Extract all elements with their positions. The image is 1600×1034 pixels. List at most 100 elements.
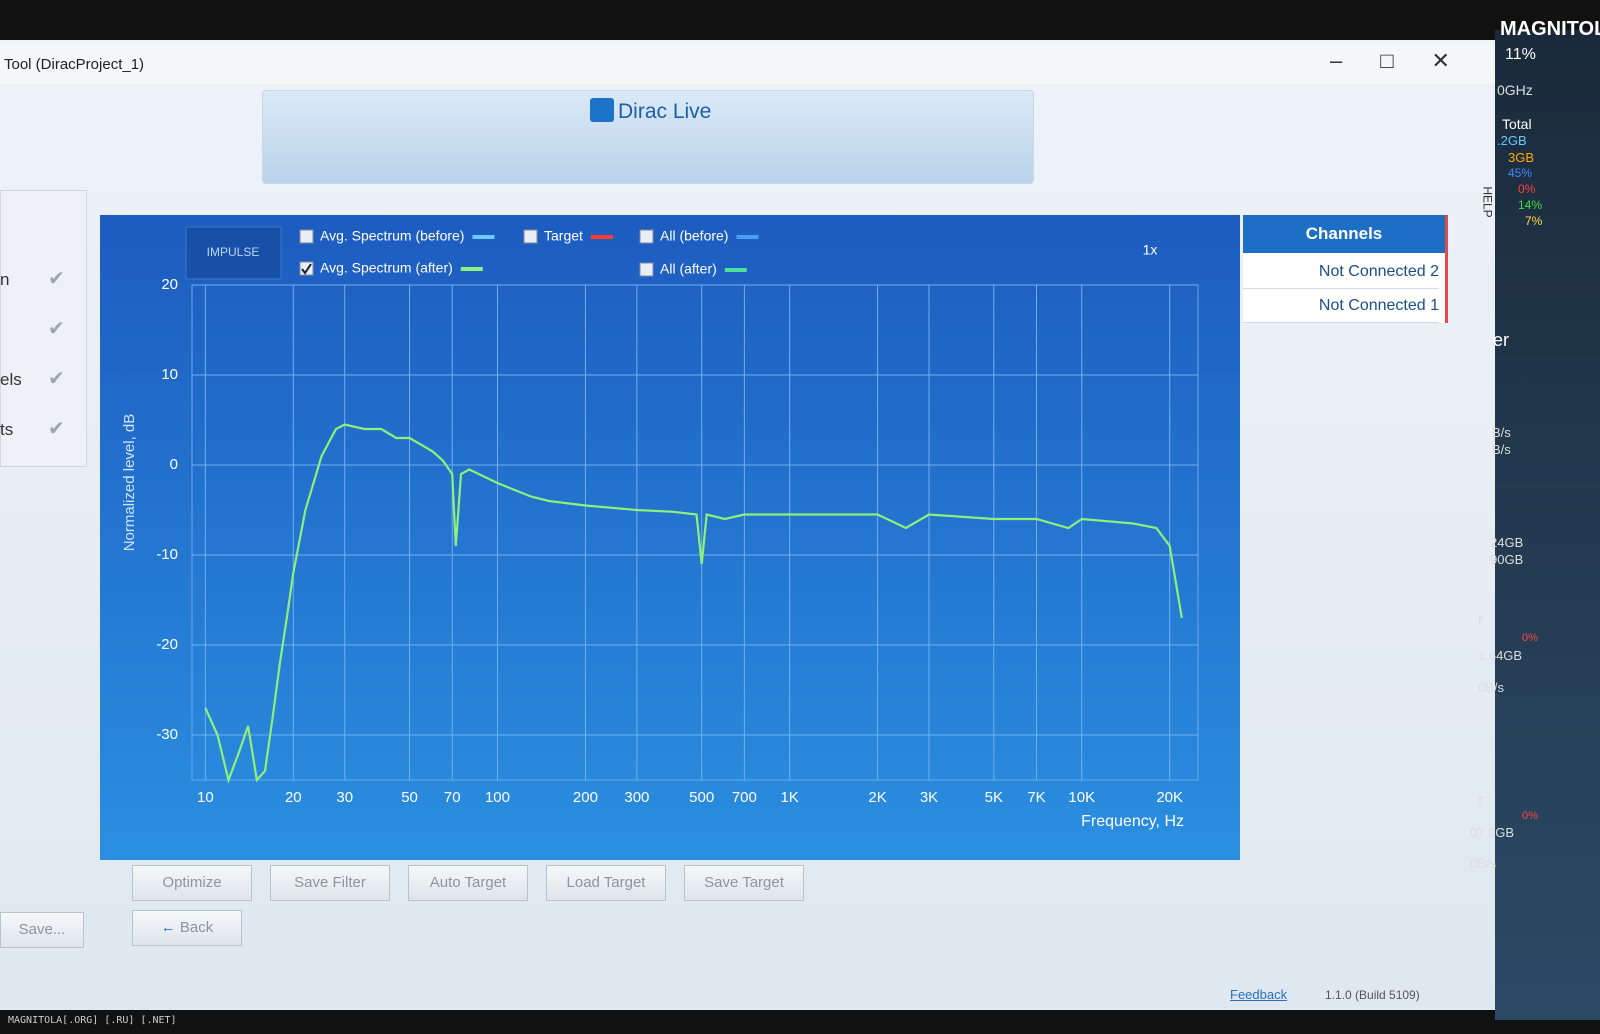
gadget-text: B/s [1492,442,1511,457]
y-tick-label: -30 [156,726,178,743]
gadget-text: 14% [1518,198,1543,212]
check-icon: ✔ [48,368,65,390]
zoom-label: 1x [1143,242,1158,258]
back-button[interactable]: ← Back [132,910,242,946]
gadget-text: 1.64GB [1478,648,1523,663]
x-tick-label: 50 [401,789,418,806]
x-tick-label: 30 [336,789,353,806]
version: 1.1.0 (Build 5109) [1325,988,1420,1002]
legend-swatch [472,235,495,239]
x-tick-label: 3K [920,789,938,806]
header-band [262,90,1034,184]
gadget-text: 07.0GB [1470,825,1515,840]
button[interactable]: Optimize [132,865,252,901]
x-tick-label: 700 [732,789,757,806]
x-tick-label: 100 [485,789,510,806]
gadget-text: 0% [1518,182,1536,196]
x-tick-label: 10 [197,789,214,806]
gadget-text: er [1493,330,1510,350]
legend-swatch [736,235,759,239]
x-tick-label: 2K [868,789,886,806]
sidebar [0,190,87,467]
logo-icon [590,98,614,122]
x-tick-label: 7K [1027,789,1045,806]
gadget-text: Total [1502,116,1532,132]
help-tab[interactable]: HELP [1480,186,1495,218]
sidebar-item: n [0,270,10,289]
x-tick-label: 5K [985,789,1003,806]
x-axis-label: Frequency, Hz [1081,813,1184,830]
legend-swatch [460,267,483,271]
legend-label: Avg. Spectrum (before) [320,228,464,244]
checkbox[interactable] [639,262,654,277]
y-tick-label: 0 [170,456,178,473]
x-tick-label: 70 [444,789,461,806]
gadget-text: 90GB [1490,552,1524,567]
gadget-text: 0B/s [1470,856,1497,871]
check-icon: ✔ [48,268,65,290]
y-tick-label: 10 [161,366,178,383]
gadget-text: 11% [1505,46,1536,63]
gadget-text: r [1478,790,1484,809]
check-icon: ✔ [48,418,65,440]
x-tick-label: 1K [780,789,798,806]
gadget-text: .2GB [1497,133,1527,148]
gadget-text: MAGNITOLA [1500,18,1600,40]
gadget-text: 0GHz [1497,82,1533,98]
y-axis-label: Normalized level, dB [121,414,138,552]
window-title: Tool (DiracProject_1) [4,56,145,73]
save-button[interactable]: Save... [0,912,84,948]
x-tick-label: 20K [1156,789,1183,806]
gadget-text: 0B/s [1478,680,1505,695]
back-label: Back [179,919,214,936]
watermark: MAGNITOLA[.ORG] [.RU] [.NET] [8,1015,177,1026]
gadget-text: 45% [1508,166,1533,180]
spectrum-line [204,423,1183,784]
logo-text: Dirac Live [618,100,712,123]
legend-label: Target [544,228,583,244]
channel-item[interactable]: Not Connected 1 [1243,289,1439,323]
gadget-text: 7% [1525,214,1543,228]
button[interactable]: Auto Target [408,865,528,901]
x-tick-label: 500 [689,789,714,806]
y-tick-label: 20 [161,276,178,293]
button[interactable]: Save Target [684,865,804,901]
checkbox[interactable] [523,229,538,244]
title-bar [0,44,1495,84]
channel-item[interactable]: Not Connected 2 [1243,255,1439,289]
impulse-label: IMPULSE [207,245,260,259]
legend-label: Avg. Spectrum (after) [320,260,453,276]
gadget-text: 24GB [1490,535,1524,550]
chart-panel [100,215,1240,860]
channels-title: Channels [1243,215,1445,253]
window-controls[interactable]: –□✕ [1330,48,1488,73]
legend-label: All (before) [660,228,728,244]
x-tick-label: 20 [285,789,302,806]
impulse-button[interactable] [185,226,282,280]
x-tick-label: 200 [573,789,598,806]
sidebar-item: els [0,370,22,389]
x-tick-label: 10K [1068,789,1095,806]
gadget-text: 0% [1522,632,1538,644]
gadget-text: r [1478,610,1484,629]
checkbox[interactable] [299,261,314,276]
checkbox[interactable] [299,229,314,244]
y-tick-label: -10 [156,546,178,563]
sidebar-item: ts [0,420,14,439]
y-tick-label: -20 [156,636,178,653]
button[interactable]: Load Target [546,865,666,901]
gadget-text: B/s [1492,425,1511,440]
checkbox-tick [301,263,312,275]
checkbox[interactable] [639,229,654,244]
gadget-text: 3GB [1508,150,1535,165]
feedback-link[interactable]: Feedback [1230,987,1288,1002]
legend-swatch [590,235,613,239]
x-tick-label: 300 [624,789,649,806]
gadget-bar [1495,30,1600,1020]
check-icon: ✔ [48,318,65,340]
button[interactable]: Save Filter [270,865,390,901]
legend-swatch [724,268,747,272]
gadget-text: 0% [1522,810,1538,822]
